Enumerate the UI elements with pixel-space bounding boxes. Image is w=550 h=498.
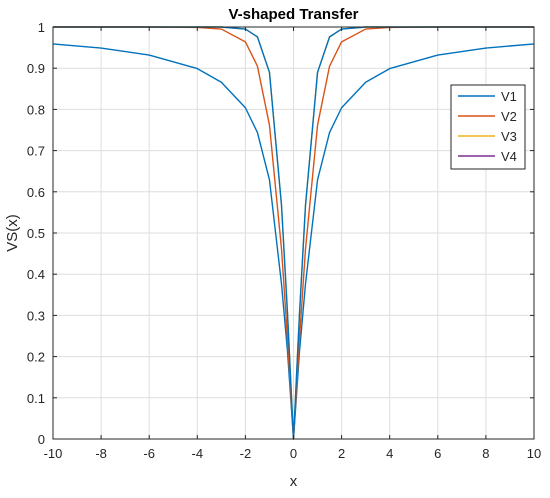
y-tick-label: 0.2 (27, 350, 45, 365)
y-tick-label: 0.7 (27, 144, 45, 159)
x-axis-label: x (290, 473, 298, 490)
x-tick-label: 8 (482, 446, 489, 461)
x-tick-label: 10 (527, 446, 541, 461)
y-tick-label: 0.3 (27, 308, 45, 323)
x-tick-label: -6 (143, 446, 155, 461)
x-axis: -10 -8 -6 -4 -2 0 2 4 6 8 10 (44, 27, 541, 461)
x-tick-label: -8 (95, 446, 107, 461)
y-tick-label: 0.4 (27, 267, 45, 282)
y-axis: 0 0.1 0.2 0.3 0.4 0.5 0.6 0.7 0.8 0.9 1 (27, 20, 534, 447)
x-tick-label: 0 (290, 446, 297, 461)
legend-label-v3: V3 (501, 129, 517, 144)
x-tick-label: 6 (434, 446, 441, 461)
legend-label-v4: V4 (501, 149, 517, 164)
y-tick-label: 0.5 (27, 226, 45, 241)
x-tick-label: -4 (192, 446, 204, 461)
x-tick-label: -2 (240, 446, 252, 461)
legend-box (450, 84, 526, 170)
legend-label-v1: V1 (501, 89, 517, 104)
y-tick-label: 0.1 (27, 391, 45, 406)
y-tick-label: 0.9 (27, 61, 45, 76)
y-tick-label: 0.8 (27, 102, 45, 117)
y-tick-label: 1 (38, 20, 45, 35)
y-tick-label: 0.6 (27, 185, 45, 200)
chart-title: V-shaped Transfer (228, 6, 358, 23)
y-tick-label: 0 (38, 432, 45, 447)
legend-label-v2: V2 (501, 109, 517, 124)
legend: V1 V2 V3 V4 (450, 84, 526, 170)
x-tick-label: 2 (338, 446, 345, 461)
y-axis-label: VS(x) (4, 214, 21, 252)
x-tick-label: 4 (386, 446, 393, 461)
x-tick-label: -10 (44, 446, 63, 461)
